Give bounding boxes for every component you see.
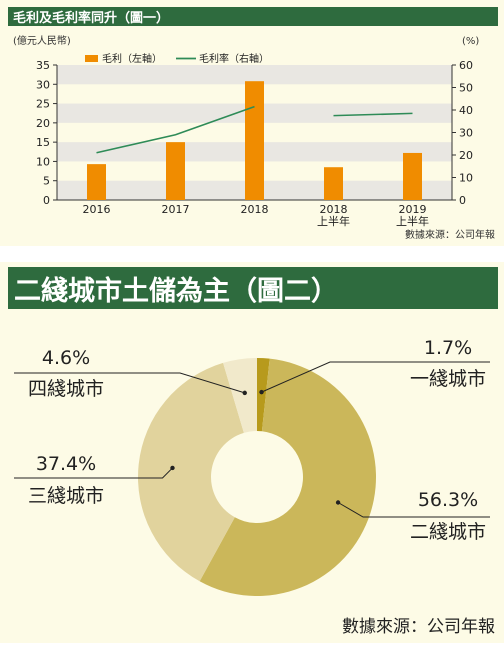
leader-line <box>14 372 245 394</box>
slice-name-label: 二綫城市 <box>410 521 486 543</box>
chart2-title: 二綫城市土儲為主（圖二） <box>14 275 338 307</box>
chart2-title-bar <box>8 267 498 309</box>
gross-profit-bar <box>166 142 185 200</box>
x-tick-label: 2018 <box>241 203 269 216</box>
chart1-title-bar <box>8 7 498 26</box>
chart1-title: 毛利及毛利率同升（圖一） <box>13 10 169 26</box>
right-tick-label: 40 <box>459 104 473 117</box>
gross-profit-bar <box>245 81 264 200</box>
legend-bar-label: 毛利（左軸） <box>102 52 162 65</box>
slice-value-label: 1.7% <box>424 337 472 359</box>
left-tick-label: 10 <box>36 155 50 168</box>
slice-name-label: 一綫城市 <box>410 368 486 390</box>
gross-profit-bar <box>324 167 343 200</box>
grid-band <box>57 65 452 85</box>
leader-dot <box>242 390 247 396</box>
left-tick-label: 30 <box>36 78 50 91</box>
chart1-line <box>96 105 413 154</box>
donut-slice <box>138 362 244 582</box>
chart2-source: 數據來源：公司年報 <box>342 617 495 637</box>
legend-bar-swatch <box>85 55 98 62</box>
chart1-axes: 0 5 10 15 20 25 30 35 0 10 20 30 40 50 60 2016 2017 2018 2… <box>36 59 473 228</box>
leader-line <box>337 502 490 518</box>
left-axis-unit: (億元人民幣) <box>13 34 71 47</box>
x-tick-label: 2017 <box>162 203 190 216</box>
legend-line-label: 毛利率（右軸） <box>199 52 269 65</box>
gross-margin-line <box>96 105 255 154</box>
x-tick-label-sub: 上半年 <box>317 214 350 228</box>
leader-line <box>14 467 173 479</box>
right-tick-label: 0 <box>459 194 466 207</box>
left-tick-label: 5 <box>43 175 50 188</box>
right-tick-label: 50 <box>459 82 473 95</box>
x-tick-label: 2018 <box>320 203 348 216</box>
left-tick-label: 35 <box>36 59 50 72</box>
gross-profit-chart: 毛利及毛利率同升（圖一） (億元人民幣) (%) 0 5 10 15 20 25 30 35 0… <box>0 0 504 246</box>
leader-line <box>261 361 490 393</box>
chart1-bars <box>87 81 422 200</box>
left-tick-label: 20 <box>36 117 50 130</box>
left-tick-label: 0 <box>43 194 50 207</box>
slice-value-label: 37.4% <box>36 453 96 475</box>
gross-profit-bar <box>403 152 422 200</box>
slice-value-label: 56.3% <box>418 489 478 511</box>
slice-value-label: 4.6% <box>42 347 90 369</box>
x-tick-label-sub: 上半年 <box>396 214 429 228</box>
gross-profit-chart-svg: 毛利及毛利率同升（圖一） (億元人民幣) (%) 051015202530350… <box>8 7 498 241</box>
donut-slices <box>138 358 377 596</box>
right-axis-unit: (%) <box>462 36 479 47</box>
chart1-source: 數據來源：公司年報 <box>405 228 495 241</box>
right-tick-label: 10 <box>459 172 473 185</box>
donut-labels: 1.7% 一綫城市 56.3% 二綫城市 37.4% 三綫城市 4.6% 四綫城市 <box>14 337 490 543</box>
left-tick-label: 15 <box>36 136 50 149</box>
donut-slice <box>199 358 377 596</box>
right-tick-label: 20 <box>459 149 473 162</box>
slice-name-label: 三綫城市 <box>28 485 104 507</box>
donut-slice <box>223 358 257 433</box>
gross-margin-line <box>333 112 413 117</box>
land-bank-chart: 二綫城市土儲為主（圖二） 1.7% 一綫城市 56.3% 二綫城市 37.4% 三綫城市 4… <box>0 262 504 643</box>
land-bank-chart-svg: 二綫城市土儲為主（圖二） 1.7% 一綫城市 56.3% 二綫城市 37.4% 三綫城市 4… <box>8 267 498 637</box>
x-tick-label: 2019 <box>399 203 427 216</box>
leader-dot <box>259 389 264 395</box>
left-tick-label: 25 <box>36 98 50 111</box>
gross-profit-bar <box>87 164 106 200</box>
chart1-legend: 毛利（左軸） 毛利率（右軸） <box>85 52 269 65</box>
right-tick-label: 60 <box>459 59 473 72</box>
leader-dot <box>335 500 341 505</box>
right-tick-label: 30 <box>459 127 473 140</box>
x-tick-label: 2016 <box>83 203 111 216</box>
donut-slice <box>257 358 270 432</box>
slice-name-label: 四綫城市 <box>28 378 104 400</box>
